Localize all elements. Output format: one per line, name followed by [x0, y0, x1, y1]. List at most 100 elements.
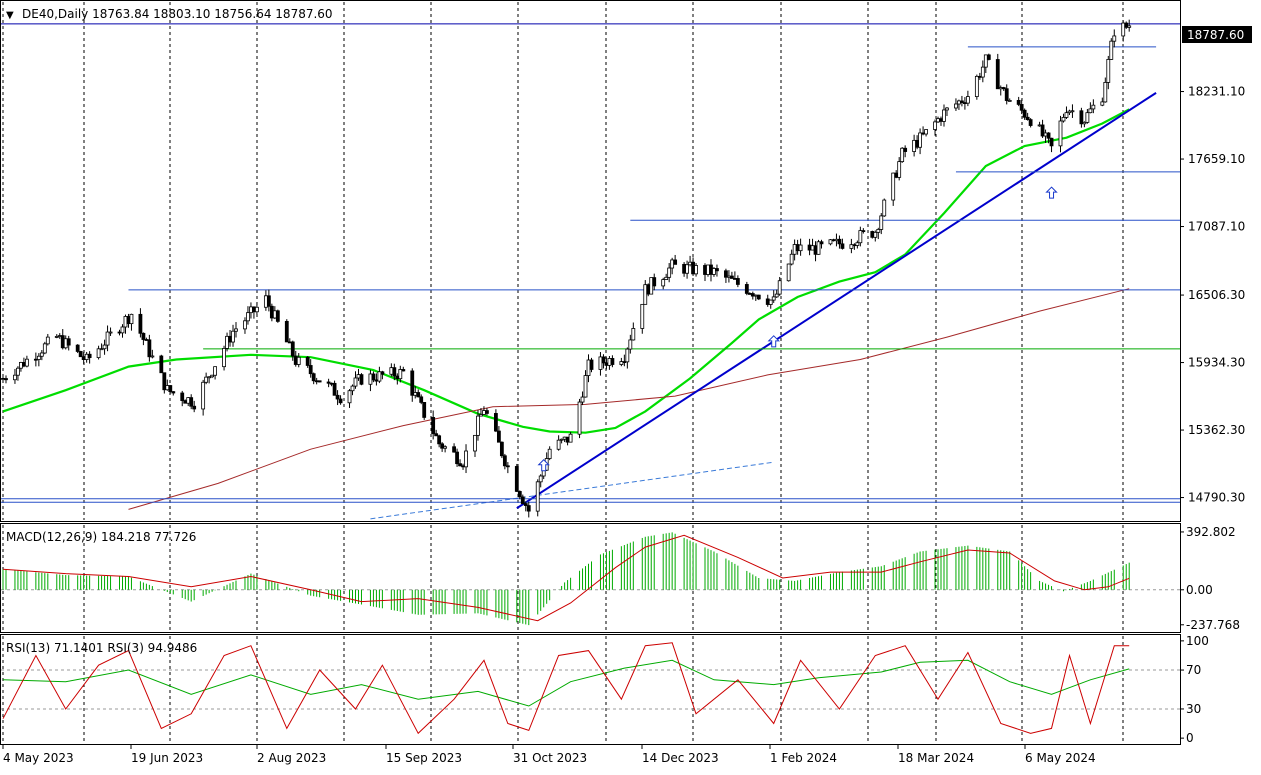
- candle-body: [479, 414, 483, 417]
- candle-body: [502, 455, 507, 467]
- candle-body: [499, 441, 504, 457]
- candle: [505, 462, 510, 474]
- candle-body: [422, 402, 427, 418]
- candle-body: [102, 344, 107, 350]
- candle-body: [66, 338, 71, 346]
- candle-body: [482, 410, 486, 415]
- candle-body: [756, 294, 761, 300]
- candle-body: [1043, 132, 1048, 137]
- candle-body: [640, 303, 645, 329]
- candle: [858, 226, 863, 247]
- candle-body: [1040, 124, 1045, 137]
- candle-body: [165, 385, 170, 391]
- candle: [401, 366, 406, 372]
- up-arrow-icon: [537, 459, 550, 472]
- rsi-axis[interactable]: 100 70 30 0: [1180, 634, 1209, 745]
- candle: [628, 334, 633, 354]
- candle-body: [84, 353, 89, 360]
- candle-body: [353, 377, 358, 387]
- time-tick-label: 1 Feb 2024: [770, 751, 837, 765]
- candle: [661, 277, 666, 290]
- candle: [900, 147, 905, 163]
- price-panel-frame: [0, 0, 1181, 522]
- candle-body: [329, 382, 334, 385]
- candle-body: [335, 394, 340, 400]
- symbol-caret[interactable]: ▼: [6, 10, 14, 21]
- candle-body: [311, 373, 316, 382]
- candle-body: [434, 433, 439, 437]
- candle: [1127, 19, 1132, 32]
- candle: [138, 308, 143, 338]
- candle-body: [75, 344, 80, 352]
- candle-body: [207, 376, 212, 379]
- candle: [520, 494, 525, 505]
- candle-body: [284, 320, 289, 343]
- candle-body: [45, 336, 50, 345]
- price-axis[interactable]: 18231.10 17659.10 17087.10 16506.30 15934.30…: [1180, 85, 1245, 505]
- candle-body: [998, 87, 1003, 90]
- candle: [311, 372, 316, 385]
- candle-body: [290, 341, 295, 357]
- price-tick-label: 17087.10: [1188, 220, 1245, 234]
- candle: [1103, 77, 1108, 103]
- time-axis[interactable]: 4 May 2023 19 Jun 2023 2 Aug 2023 15 Sep 20…: [2, 745, 1096, 765]
- macd-axis[interactable]: 392.802 0.00 -237.768: [1180, 525, 1240, 632]
- candle: [479, 408, 483, 417]
- candle-body: [840, 243, 845, 249]
- candle: [437, 434, 442, 448]
- price-tick-label: 16506.30: [1188, 288, 1245, 302]
- candle: [933, 119, 937, 136]
- candle-body: [604, 362, 609, 366]
- candle-body: [305, 356, 310, 366]
- up-arrow-icon: [1045, 186, 1058, 199]
- price-tick-label: 18231.10: [1188, 85, 1245, 99]
- candle: [290, 340, 295, 361]
- candle: [1124, 21, 1129, 29]
- candle: [234, 322, 238, 338]
- candle-body: [894, 172, 899, 178]
- time-tick-label: 19 Jun 2023: [131, 751, 203, 765]
- candle-body: [1127, 25, 1132, 28]
- price-tick-label: 14790.30: [1188, 491, 1245, 505]
- candle-body: [933, 121, 937, 130]
- candle-body: [105, 331, 110, 346]
- up-arrow-icon: [767, 335, 780, 348]
- candle-body: [359, 374, 364, 385]
- rsi-3-line: [2, 642, 1130, 735]
- candle-body: [670, 259, 675, 269]
- candle-body: [514, 466, 519, 492]
- candle-body: [431, 417, 436, 435]
- candle: [246, 306, 250, 325]
- candle-body: [813, 245, 818, 255]
- candle-body: [556, 439, 561, 450]
- candle: [840, 238, 845, 250]
- candle-body: [798, 244, 803, 252]
- candle: [102, 339, 107, 355]
- candle-body: [747, 293, 752, 295]
- macd-tick-label: 392.802: [1186, 525, 1236, 539]
- price-tick-label: 15934.30: [1188, 356, 1245, 370]
- macd-panel-frame: [0, 523, 1181, 633]
- candle: [1001, 86, 1006, 91]
- candle-body: [1007, 100, 1012, 102]
- candle-body: [774, 293, 779, 298]
- candle: [819, 239, 824, 249]
- candle-body: [682, 263, 686, 274]
- candle-body: [876, 229, 881, 233]
- candle-body: [986, 54, 991, 60]
- candle-body: [816, 241, 821, 255]
- candle-body: [517, 491, 522, 498]
- candle: [39, 350, 44, 361]
- candle-body: [694, 265, 698, 275]
- candle-body: [828, 239, 833, 245]
- candle-body: [980, 66, 985, 78]
- candle-body: [921, 132, 925, 135]
- candle: [517, 490, 522, 500]
- candle: [496, 426, 501, 443]
- candle-body: [141, 332, 146, 340]
- candle: [392, 363, 397, 381]
- candle: [129, 313, 134, 331]
- candle-body: [356, 374, 361, 379]
- candle: [619, 357, 624, 367]
